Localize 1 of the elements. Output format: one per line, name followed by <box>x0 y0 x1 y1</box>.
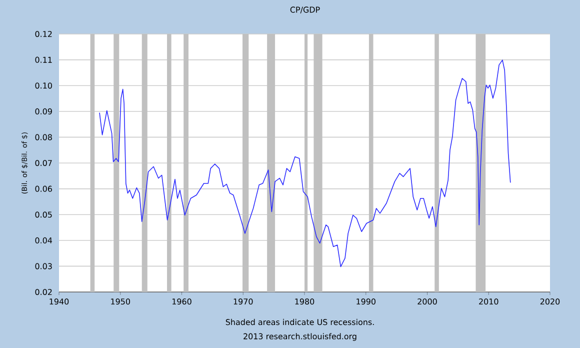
line-series <box>99 60 511 268</box>
